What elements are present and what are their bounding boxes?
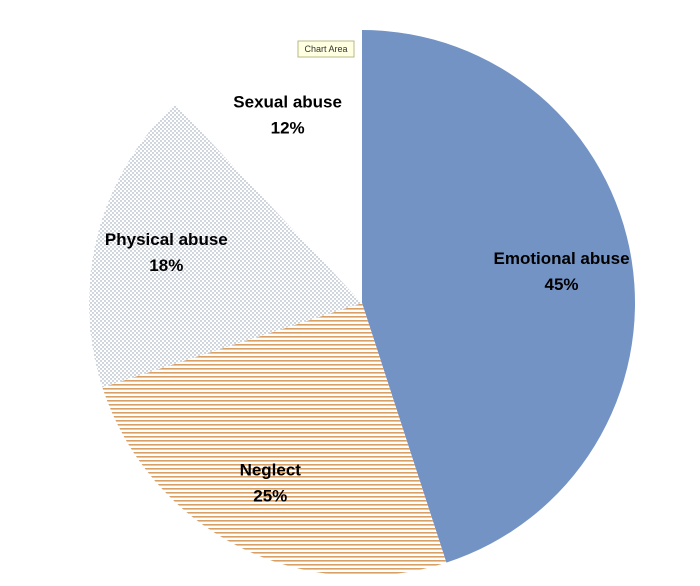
tooltip: Chart Area: [304, 44, 347, 54]
pie-slice: [89, 103, 362, 388]
pie-slice: [362, 30, 636, 563]
pie: [89, 30, 636, 576]
slice-label: Physical abuse: [105, 230, 228, 249]
value-label: 45%: [545, 275, 579, 294]
slice-label: Sexual abuse: [233, 93, 342, 112]
slice-label: Emotional abuse: [494, 249, 630, 268]
pie-slice: [102, 303, 447, 576]
value-label: 12%: [271, 119, 305, 138]
value-label: 25%: [253, 486, 287, 505]
pie-slice: [175, 30, 362, 303]
labels: Emotional abuse 45% Neglect 25% Physical abu…: [105, 93, 630, 506]
tooltip-box: [297, 40, 355, 58]
value-label: 18%: [149, 256, 183, 275]
slice-label: Neglect: [240, 460, 302, 479]
